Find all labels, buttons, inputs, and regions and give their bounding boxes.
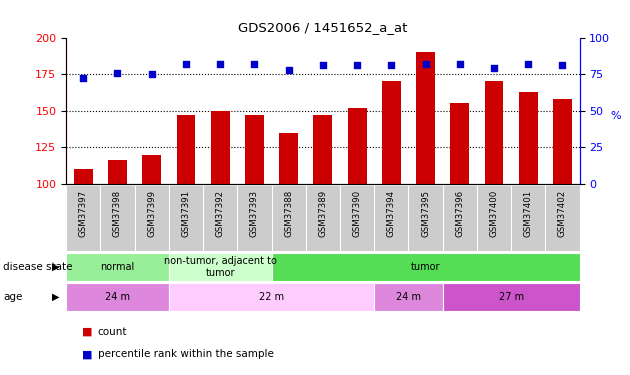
Bar [169,253,272,281]
Bar [176,115,195,184]
Text: 24 m: 24 m [396,292,421,302]
Y-axis label: %: % [610,111,621,121]
Text: GSM37389: GSM37389 [318,190,328,237]
Point [284,67,294,73]
Bar [519,92,537,184]
Bar [416,52,435,184]
Text: 24 m: 24 m [105,292,130,302]
Text: percentile rank within the sample: percentile rank within the sample [98,350,273,359]
Text: ■: ■ [82,350,93,359]
Text: GSM37392: GSM37392 [215,190,225,237]
Bar [66,283,169,311]
Text: ▶: ▶ [52,262,60,272]
Text: GSM37390: GSM37390 [353,190,362,237]
Text: GSM37395: GSM37395 [421,190,430,237]
Point [318,62,328,68]
Text: GSM37391: GSM37391 [181,190,190,237]
Text: normal: normal [100,262,135,272]
Bar [142,154,161,184]
Point [421,61,431,67]
Text: non-tumor, adjacent to
tumor: non-tumor, adjacent to tumor [164,256,277,278]
Bar [169,283,374,311]
Text: GSM37397: GSM37397 [79,190,88,237]
Text: 22 m: 22 m [259,292,284,302]
Text: ▶: ▶ [52,292,60,302]
Text: GSM37400: GSM37400 [490,190,498,237]
Point [215,61,226,67]
Point [489,65,499,71]
Point [78,75,88,81]
Bar [348,108,367,184]
Point [524,61,534,67]
Text: GSM37388: GSM37388 [284,190,293,237]
Bar [211,111,229,184]
Text: 27 m: 27 m [498,292,524,302]
Bar [314,115,332,184]
Point [147,71,157,77]
Point [352,62,362,68]
Point [386,62,396,68]
Text: count: count [98,327,127,337]
Text: tumor: tumor [411,262,440,272]
Bar [66,253,169,281]
Bar [279,133,298,184]
Point [558,62,568,68]
Point [249,61,260,67]
Bar [553,99,572,184]
Text: age: age [3,292,23,302]
Title: GDS2006 / 1451652_a_at: GDS2006 / 1451652_a_at [238,21,408,33]
Bar [382,81,401,184]
Text: disease state: disease state [3,262,72,272]
Text: GSM37394: GSM37394 [387,190,396,237]
Text: GSM37393: GSM37393 [250,190,259,237]
Bar [443,283,580,311]
Point [181,61,191,67]
Point [112,70,122,76]
Text: GSM37401: GSM37401 [524,190,533,237]
Text: ■: ■ [82,327,93,337]
Bar [74,169,93,184]
Bar [450,104,469,184]
Bar [374,283,443,311]
Bar [245,115,264,184]
Bar [272,253,580,281]
Bar [108,160,127,184]
Text: GSM37396: GSM37396 [455,190,464,237]
Point [455,61,465,67]
Text: GSM37402: GSM37402 [558,190,567,237]
Text: GSM37399: GSM37399 [147,190,156,237]
Text: GSM37398: GSM37398 [113,190,122,237]
Bar [484,81,503,184]
